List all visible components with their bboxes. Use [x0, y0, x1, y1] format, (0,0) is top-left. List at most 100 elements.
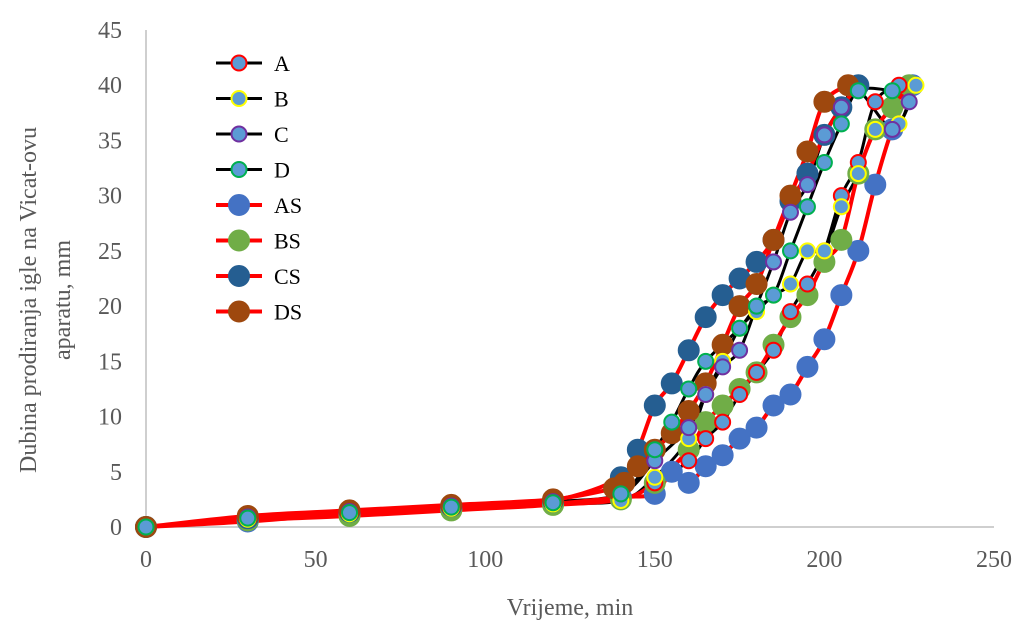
data-point-cs — [694, 306, 717, 329]
data-point-b — [798, 242, 816, 260]
data-point-as — [796, 355, 819, 378]
data-point-ds — [796, 140, 819, 163]
legend-item-bs: BS — [216, 229, 301, 254]
data-point-as — [847, 239, 870, 262]
data-point-a — [697, 430, 715, 448]
data-point-d — [646, 441, 664, 459]
legend-label: CS — [274, 264, 301, 289]
legend-label: C — [274, 122, 289, 147]
data-point-b — [849, 165, 867, 183]
legend-marker — [228, 229, 250, 252]
legend-marker — [230, 54, 248, 72]
data-point-ds — [779, 184, 802, 207]
data-point-as — [677, 471, 700, 494]
data-point-ds — [813, 90, 836, 113]
y-tick-label: 25 — [98, 239, 122, 265]
data-point-c — [697, 385, 715, 403]
data-point-b — [866, 120, 884, 138]
y-tick-label: 15 — [98, 349, 122, 375]
y-tick-label: 20 — [98, 294, 122, 320]
data-point-a — [781, 303, 799, 321]
data-point-d — [239, 509, 257, 527]
legend-label: D — [274, 158, 290, 183]
legend-item-c: C — [216, 122, 289, 147]
data-point-cs — [677, 339, 700, 362]
data-point-a — [748, 363, 766, 381]
data-point-b — [646, 468, 664, 486]
legend-marker — [228, 300, 250, 323]
data-point-bs — [830, 228, 853, 251]
legend-item-as: AS — [216, 193, 302, 218]
legend-label: A — [274, 51, 290, 76]
data-point-a — [798, 275, 816, 293]
data-point-cs — [711, 284, 734, 307]
data-point-c — [714, 358, 732, 376]
series-line-d — [145, 86, 893, 529]
legend-marker — [228, 265, 250, 287]
data-point-d — [832, 115, 850, 133]
data-point-c — [765, 253, 783, 271]
data-point-d — [680, 380, 698, 398]
data-point-ds — [711, 333, 734, 356]
y-tick-label: 5 — [110, 460, 122, 486]
data-point-c — [798, 176, 816, 194]
y-tick-label: 10 — [98, 405, 122, 431]
data-point-as — [830, 284, 853, 307]
data-point-d — [137, 518, 155, 536]
data-point-c — [680, 419, 698, 437]
y-tick-label: 45 — [98, 18, 122, 44]
data-point-ds — [677, 400, 700, 423]
data-point-d — [781, 242, 799, 260]
data-point-d — [663, 413, 681, 431]
x-tick-label: 0 — [140, 547, 152, 573]
data-point-c — [815, 126, 833, 144]
data-point-ds — [745, 273, 768, 296]
data-point-d — [798, 198, 816, 216]
x-tick-label: 100 — [467, 547, 503, 573]
data-point-d — [883, 82, 901, 100]
axes: 0 50 100 150 200 250 0 5 10 15 20 25 30 35 40 45 — [98, 18, 1012, 573]
data-point-ds — [762, 228, 785, 251]
x-tick-label: 150 — [637, 547, 673, 573]
data-point-a — [680, 452, 698, 470]
legend-item-cs: CS — [216, 264, 301, 289]
data-point-c — [832, 98, 850, 116]
x-tick-label: 50 — [304, 547, 328, 573]
y-axis-title-line-1: Dubina prodiranja igle na Vicat-ovu — [16, 127, 42, 473]
data-point-b — [781, 275, 799, 293]
legend-label: AS — [274, 193, 302, 218]
data-point-d — [341, 504, 359, 522]
y-axis-title: Dubina prodiranja igle na Vicat-ovu apar… — [16, 127, 76, 473]
legend-marker — [230, 125, 248, 143]
data-point-d — [849, 82, 867, 100]
data-point-bs — [711, 394, 734, 417]
data-point-as — [745, 416, 768, 439]
data-point-a — [731, 385, 749, 403]
data-point-ds — [728, 295, 751, 318]
y-tick-label: 0 — [110, 515, 122, 541]
data-point-c — [781, 203, 799, 221]
data-point-b — [832, 198, 850, 216]
data-point-cs — [643, 394, 666, 417]
data-point-as — [813, 328, 836, 351]
data-point-d — [731, 319, 749, 337]
data-point-d — [697, 352, 715, 370]
data-point-as — [779, 383, 802, 406]
legend-marker — [230, 90, 248, 107]
legend-label: BS — [274, 229, 301, 254]
data-point-ds — [626, 455, 649, 478]
legend-item-a: A — [216, 51, 290, 76]
data-point-c — [900, 93, 918, 111]
legend-item-ds: DS — [216, 300, 302, 325]
data-point-d — [748, 297, 766, 315]
data-point-d — [815, 154, 833, 172]
data-point-as — [864, 173, 887, 196]
data-point-b — [907, 76, 925, 94]
series-markers — [135, 74, 925, 538]
x-axis-title: Vrijeme, min — [507, 595, 634, 621]
legend-label: DS — [274, 300, 302, 325]
data-point-d — [612, 485, 630, 503]
data-point-a — [866, 93, 884, 111]
